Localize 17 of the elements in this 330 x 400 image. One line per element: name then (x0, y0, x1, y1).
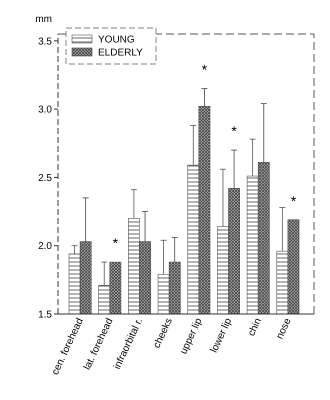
y-axis-title: mm (35, 14, 52, 25)
legend-label: ELDERLY (98, 48, 144, 58)
x-tick-label: lower lip (208, 316, 234, 355)
x-tick-label: upper lip (178, 316, 205, 356)
y-tick-label: 3.5 (38, 36, 52, 48)
y-tick-label: 2.0 (38, 241, 52, 252)
x-tick-label: chin (246, 316, 264, 338)
annotation: * (112, 235, 119, 252)
legend-label: YOUNG (98, 34, 135, 46)
x-tick-label: nose (274, 316, 294, 341)
x-tick-label: cheeks (152, 316, 175, 350)
annotation: * (202, 62, 208, 78)
annotation: * (290, 192, 297, 209)
y-tick-label: 2.5 (38, 172, 52, 184)
y-tick-label: 1.5 (38, 310, 52, 320)
annotation: * (231, 123, 238, 140)
y-tick-label: 3.0 (38, 104, 52, 116)
